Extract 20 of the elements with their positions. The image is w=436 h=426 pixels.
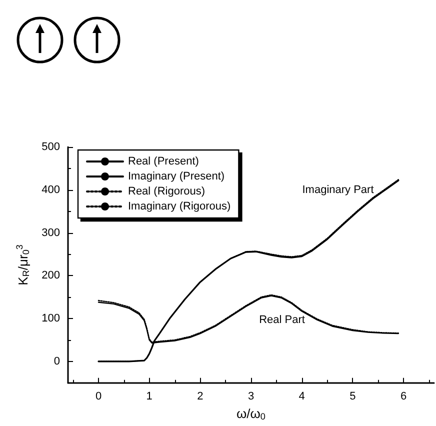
legend-label: Imaginary (Rigorous)	[128, 200, 231, 212]
y-tick-label: 300	[42, 226, 60, 239]
x-tick-label: 5	[350, 390, 356, 402]
y-tick-label: 500	[42, 141, 60, 153]
x-tick-label: 2	[197, 390, 204, 402]
x-tick-label: 0	[95, 390, 102, 402]
annotation: Real Part	[259, 314, 305, 326]
annotation: Imaginary Part	[302, 184, 374, 196]
x-tick-label: 4	[298, 390, 305, 402]
legend-label: Imaginary (Present)	[128, 170, 225, 182]
x-tick-label: 3	[248, 390, 254, 402]
legend-label: Real (Present)	[128, 156, 199, 168]
x-tick-label: 1	[146, 390, 152, 402]
y-tick-label: 400	[42, 184, 60, 196]
legend-label: Real (Rigorous)	[128, 186, 206, 198]
x-tick-label: 6	[400, 390, 407, 402]
y-tick-label: 0	[54, 355, 60, 368]
y-tick-label: 200	[42, 270, 60, 282]
y-axis-title: KR/μr03	[14, 244, 32, 286]
y-tick-label: 100	[42, 312, 60, 325]
